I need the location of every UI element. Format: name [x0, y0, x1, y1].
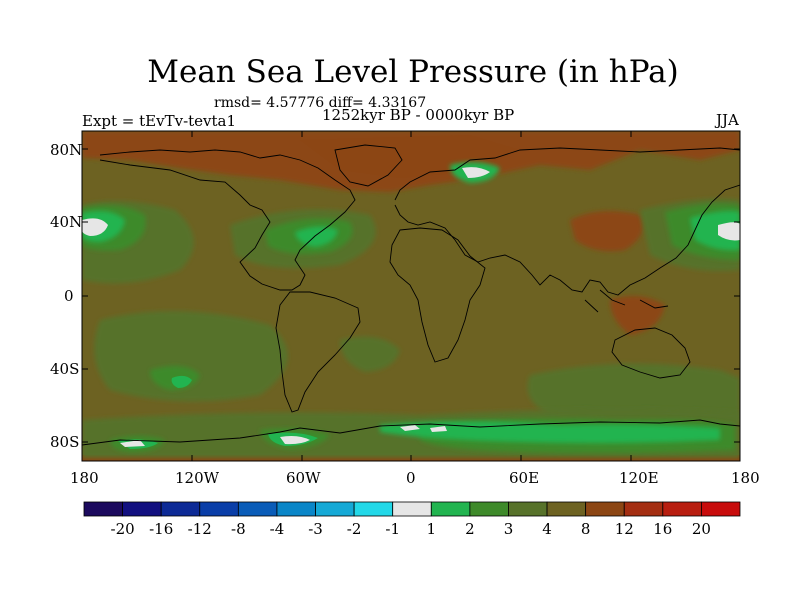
colorbar-label: 12 [614, 520, 634, 538]
colorbar [83, 501, 741, 517]
antarctica-coast [82, 419, 740, 446]
colorbar-label: -20 [110, 520, 135, 538]
y-tick-label: 40S [50, 360, 80, 378]
pressure-anomaly-field [82, 131, 740, 461]
colorbar-label: 3 [503, 520, 514, 538]
colorbar-box [122, 501, 162, 517]
colorbar-label: -1 [385, 520, 401, 538]
maritime-islands [584, 289, 669, 313]
colorbar-box [701, 501, 741, 517]
x-tick-label: 120W [175, 469, 220, 487]
colorbar-label: -3 [308, 520, 323, 538]
colorbar-label: -16 [149, 520, 174, 538]
x-tick-label: 120E [619, 469, 659, 487]
colorbar-box [160, 501, 201, 517]
colorbar-box [508, 501, 548, 517]
colorbar-label: -4 [269, 520, 285, 538]
colorbar-label: 16 [653, 520, 673, 538]
colorbar-box [662, 501, 702, 517]
colorbar-label: -8 [231, 520, 246, 538]
colorbar-box [315, 501, 355, 517]
colorbar-label: 2 [465, 520, 475, 538]
colorbar-label: -12 [187, 520, 212, 538]
colorbar-label: 1 [426, 520, 437, 538]
y-tick-label: 80N [50, 141, 83, 159]
colorbar-box [237, 501, 278, 517]
x-tick-label: 60W [286, 469, 321, 487]
x-tick-label: 180 [731, 469, 760, 487]
colorbar-box [585, 501, 625, 517]
rmsd-diff-stats: rmsd= 4.57776 diff= 4.33167 [214, 95, 427, 111]
australia-coast [611, 327, 691, 379]
africa-coast [389, 227, 486, 363]
colorbar-label: 20 [691, 520, 711, 538]
eurasia-coast [394, 147, 740, 296]
peak-anomaly-spots [82, 167, 740, 447]
greenland-coast [334, 144, 403, 187]
colorbar-box [276, 501, 316, 517]
experiment-label: Expt = tEvTv-tevta1 [82, 112, 237, 130]
colorbar-box [199, 501, 239, 517]
colorbar-label: 4 [542, 520, 552, 538]
colorbar-box [469, 501, 509, 517]
north-america-coast [99, 149, 356, 291]
colorbar-label: 8 [580, 520, 591, 538]
x-tick-label: 180 [70, 469, 99, 487]
colorbar-box [83, 501, 123, 517]
colorbar-box [623, 501, 664, 517]
axis-ticks [82, 131, 740, 461]
coastlines [82, 144, 740, 446]
colorbar-label: -2 [346, 520, 362, 538]
x-tick-label: 0 [406, 469, 416, 487]
colorbar-box [353, 501, 394, 517]
colorbar-box [430, 501, 471, 517]
period-label: 1252kyr BP - 0000kyr BP [322, 106, 515, 124]
y-tick-label: 0 [64, 287, 74, 305]
colorbar-box [392, 501, 432, 517]
season-label: JJA [716, 111, 739, 129]
y-tick-label: 40N [50, 213, 83, 231]
plot-title: Mean Sea Level Pressure (in hPa) [147, 54, 679, 90]
south-america-coast [275, 291, 361, 413]
x-tick-label: 60E [509, 469, 540, 487]
y-tick-label: 80S [50, 433, 80, 451]
colorbar-box [546, 501, 587, 517]
